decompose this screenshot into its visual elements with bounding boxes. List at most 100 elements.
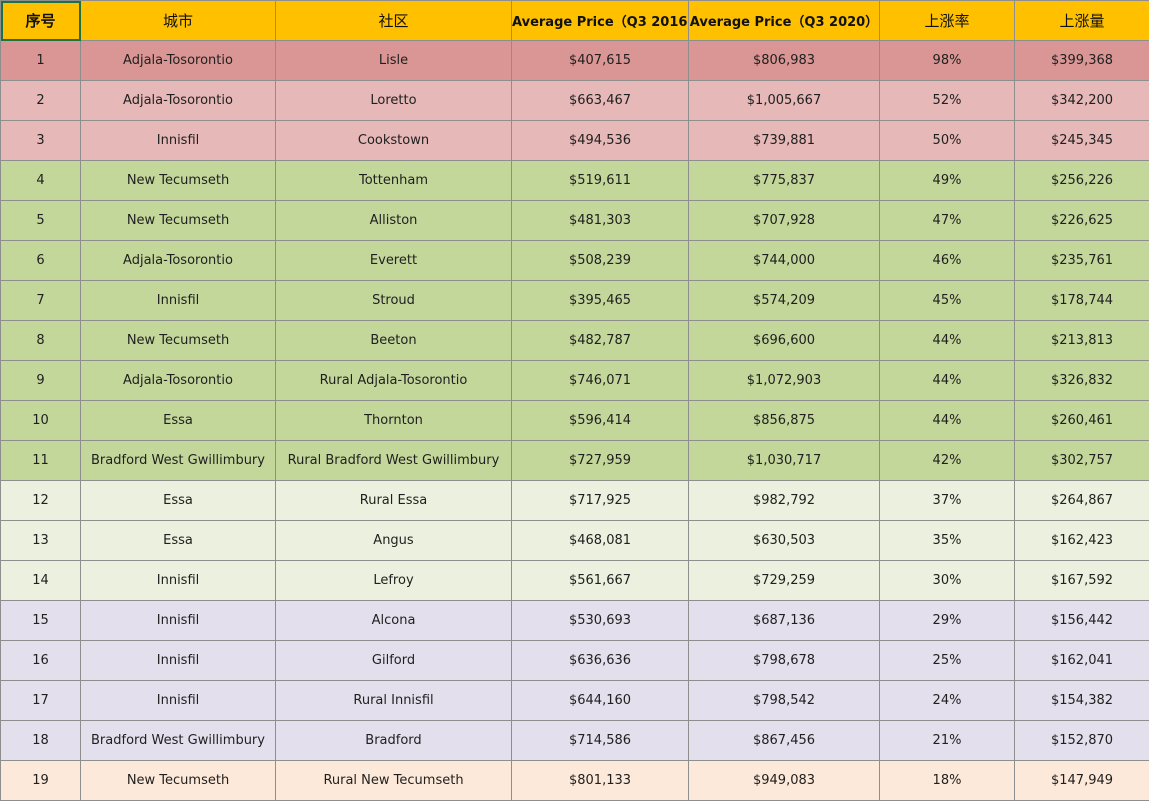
- cell-rise-rate[interactable]: 50%: [880, 121, 1015, 161]
- cell-price-2016[interactable]: $519,611: [512, 161, 689, 201]
- cell-price-2016[interactable]: $746,071: [512, 361, 689, 401]
- cell-city[interactable]: Bradford West Gwillimbury: [81, 441, 276, 481]
- cell-city[interactable]: Innisfil: [81, 561, 276, 601]
- cell-city[interactable]: Adjala-Tosorontio: [81, 241, 276, 281]
- header-cell-index[interactable]: 序号: [1, 1, 81, 41]
- cell-price-2020[interactable]: $1,072,903: [689, 361, 880, 401]
- cell-price-2016[interactable]: $468,081: [512, 521, 689, 561]
- cell-index[interactable]: 19: [1, 761, 81, 801]
- cell-rise-rate[interactable]: 37%: [880, 481, 1015, 521]
- cell-price-2020[interactable]: $798,542: [689, 681, 880, 721]
- cell-index[interactable]: 11: [1, 441, 81, 481]
- cell-rise-amount[interactable]: $302,757: [1015, 441, 1149, 481]
- cell-city[interactable]: New Tecumseth: [81, 761, 276, 801]
- cell-rise-rate[interactable]: 52%: [880, 81, 1015, 121]
- cell-price-2016[interactable]: $482,787: [512, 321, 689, 361]
- cell-price-2020[interactable]: $707,928: [689, 201, 880, 241]
- cell-rise-rate[interactable]: 24%: [880, 681, 1015, 721]
- header-cell-city[interactable]: 城市: [81, 1, 276, 41]
- cell-rise-amount[interactable]: $342,200: [1015, 81, 1149, 121]
- cell-price-2020[interactable]: $696,600: [689, 321, 880, 361]
- cell-price-2020[interactable]: $574,209: [689, 281, 880, 321]
- cell-index[interactable]: 16: [1, 641, 81, 681]
- cell-rise-rate[interactable]: 46%: [880, 241, 1015, 281]
- cell-price-2020[interactable]: $806,983: [689, 41, 880, 81]
- cell-price-2020[interactable]: $739,881: [689, 121, 880, 161]
- cell-rise-rate[interactable]: 29%: [880, 601, 1015, 641]
- cell-price-2020[interactable]: $729,259: [689, 561, 880, 601]
- cell-rise-amount[interactable]: $154,382: [1015, 681, 1149, 721]
- cell-city[interactable]: Adjala-Tosorontio: [81, 81, 276, 121]
- cell-price-2016[interactable]: $644,160: [512, 681, 689, 721]
- cell-rise-amount[interactable]: $326,832: [1015, 361, 1149, 401]
- cell-community[interactable]: Alcona: [276, 601, 512, 641]
- cell-rise-amount[interactable]: $162,041: [1015, 641, 1149, 681]
- cell-city[interactable]: Innisfil: [81, 641, 276, 681]
- header-cell-rise-rate[interactable]: 上涨率: [880, 1, 1015, 41]
- cell-index[interactable]: 18: [1, 721, 81, 761]
- cell-rise-amount[interactable]: $260,461: [1015, 401, 1149, 441]
- cell-rise-amount[interactable]: $156,442: [1015, 601, 1149, 641]
- cell-rise-rate[interactable]: 49%: [880, 161, 1015, 201]
- cell-index[interactable]: 13: [1, 521, 81, 561]
- cell-community[interactable]: Stroud: [276, 281, 512, 321]
- cell-rise-amount[interactable]: $178,744: [1015, 281, 1149, 321]
- cell-price-2020[interactable]: $630,503: [689, 521, 880, 561]
- cell-price-2020[interactable]: $744,000: [689, 241, 880, 281]
- cell-rise-rate[interactable]: 42%: [880, 441, 1015, 481]
- header-cell-price-2020[interactable]: Average Price（Q3 2020）: [689, 1, 880, 41]
- cell-price-2016[interactable]: $727,959: [512, 441, 689, 481]
- cell-city[interactable]: New Tecumseth: [81, 201, 276, 241]
- cell-price-2016[interactable]: $714,586: [512, 721, 689, 761]
- cell-index[interactable]: 14: [1, 561, 81, 601]
- cell-rise-amount[interactable]: $167,592: [1015, 561, 1149, 601]
- cell-city[interactable]: Essa: [81, 481, 276, 521]
- cell-price-2020[interactable]: $949,083: [689, 761, 880, 801]
- cell-index[interactable]: 8: [1, 321, 81, 361]
- cell-rise-amount[interactable]: $235,761: [1015, 241, 1149, 281]
- cell-rise-rate[interactable]: 98%: [880, 41, 1015, 81]
- cell-price-2016[interactable]: $717,925: [512, 481, 689, 521]
- cell-index[interactable]: 15: [1, 601, 81, 641]
- cell-price-2016[interactable]: $530,693: [512, 601, 689, 641]
- cell-community[interactable]: Beeton: [276, 321, 512, 361]
- cell-index[interactable]: 3: [1, 121, 81, 161]
- cell-index[interactable]: 6: [1, 241, 81, 281]
- cell-city[interactable]: Essa: [81, 401, 276, 441]
- cell-rise-amount[interactable]: $399,368: [1015, 41, 1149, 81]
- cell-community[interactable]: Lisle: [276, 41, 512, 81]
- cell-rise-rate[interactable]: 44%: [880, 321, 1015, 361]
- cell-rise-rate[interactable]: 25%: [880, 641, 1015, 681]
- cell-community[interactable]: Rural Adjala-Tosorontio: [276, 361, 512, 401]
- cell-rise-rate[interactable]: 18%: [880, 761, 1015, 801]
- cell-price-2016[interactable]: $663,467: [512, 81, 689, 121]
- cell-rise-amount[interactable]: $264,867: [1015, 481, 1149, 521]
- cell-price-2016[interactable]: $596,414: [512, 401, 689, 441]
- cell-rise-amount[interactable]: $152,870: [1015, 721, 1149, 761]
- cell-price-2020[interactable]: $1,005,667: [689, 81, 880, 121]
- cell-price-2020[interactable]: $1,030,717: [689, 441, 880, 481]
- cell-community[interactable]: Tottenham: [276, 161, 512, 201]
- cell-index[interactable]: 17: [1, 681, 81, 721]
- cell-price-2020[interactable]: $687,136: [689, 601, 880, 641]
- cell-community[interactable]: Loretto: [276, 81, 512, 121]
- cell-rise-amount[interactable]: $245,345: [1015, 121, 1149, 161]
- cell-index[interactable]: 2: [1, 81, 81, 121]
- cell-rise-amount[interactable]: $213,813: [1015, 321, 1149, 361]
- cell-price-2020[interactable]: $775,837: [689, 161, 880, 201]
- header-cell-rise-amount[interactable]: 上涨量: [1015, 1, 1149, 41]
- cell-city[interactable]: Innisfil: [81, 601, 276, 641]
- cell-rise-rate[interactable]: 30%: [880, 561, 1015, 601]
- cell-price-2016[interactable]: $395,465: [512, 281, 689, 321]
- cell-city[interactable]: Bradford West Gwillimbury: [81, 721, 276, 761]
- cell-community[interactable]: Cookstown: [276, 121, 512, 161]
- cell-rise-rate[interactable]: 35%: [880, 521, 1015, 561]
- header-cell-price-2016[interactable]: Average Price（Q3 2016): [512, 1, 689, 41]
- cell-rise-rate[interactable]: 47%: [880, 201, 1015, 241]
- cell-index[interactable]: 4: [1, 161, 81, 201]
- cell-city[interactable]: New Tecumseth: [81, 321, 276, 361]
- cell-rise-rate[interactable]: 21%: [880, 721, 1015, 761]
- cell-price-2016[interactable]: $508,239: [512, 241, 689, 281]
- cell-rise-rate[interactable]: 44%: [880, 401, 1015, 441]
- cell-community[interactable]: Rural Innisfil: [276, 681, 512, 721]
